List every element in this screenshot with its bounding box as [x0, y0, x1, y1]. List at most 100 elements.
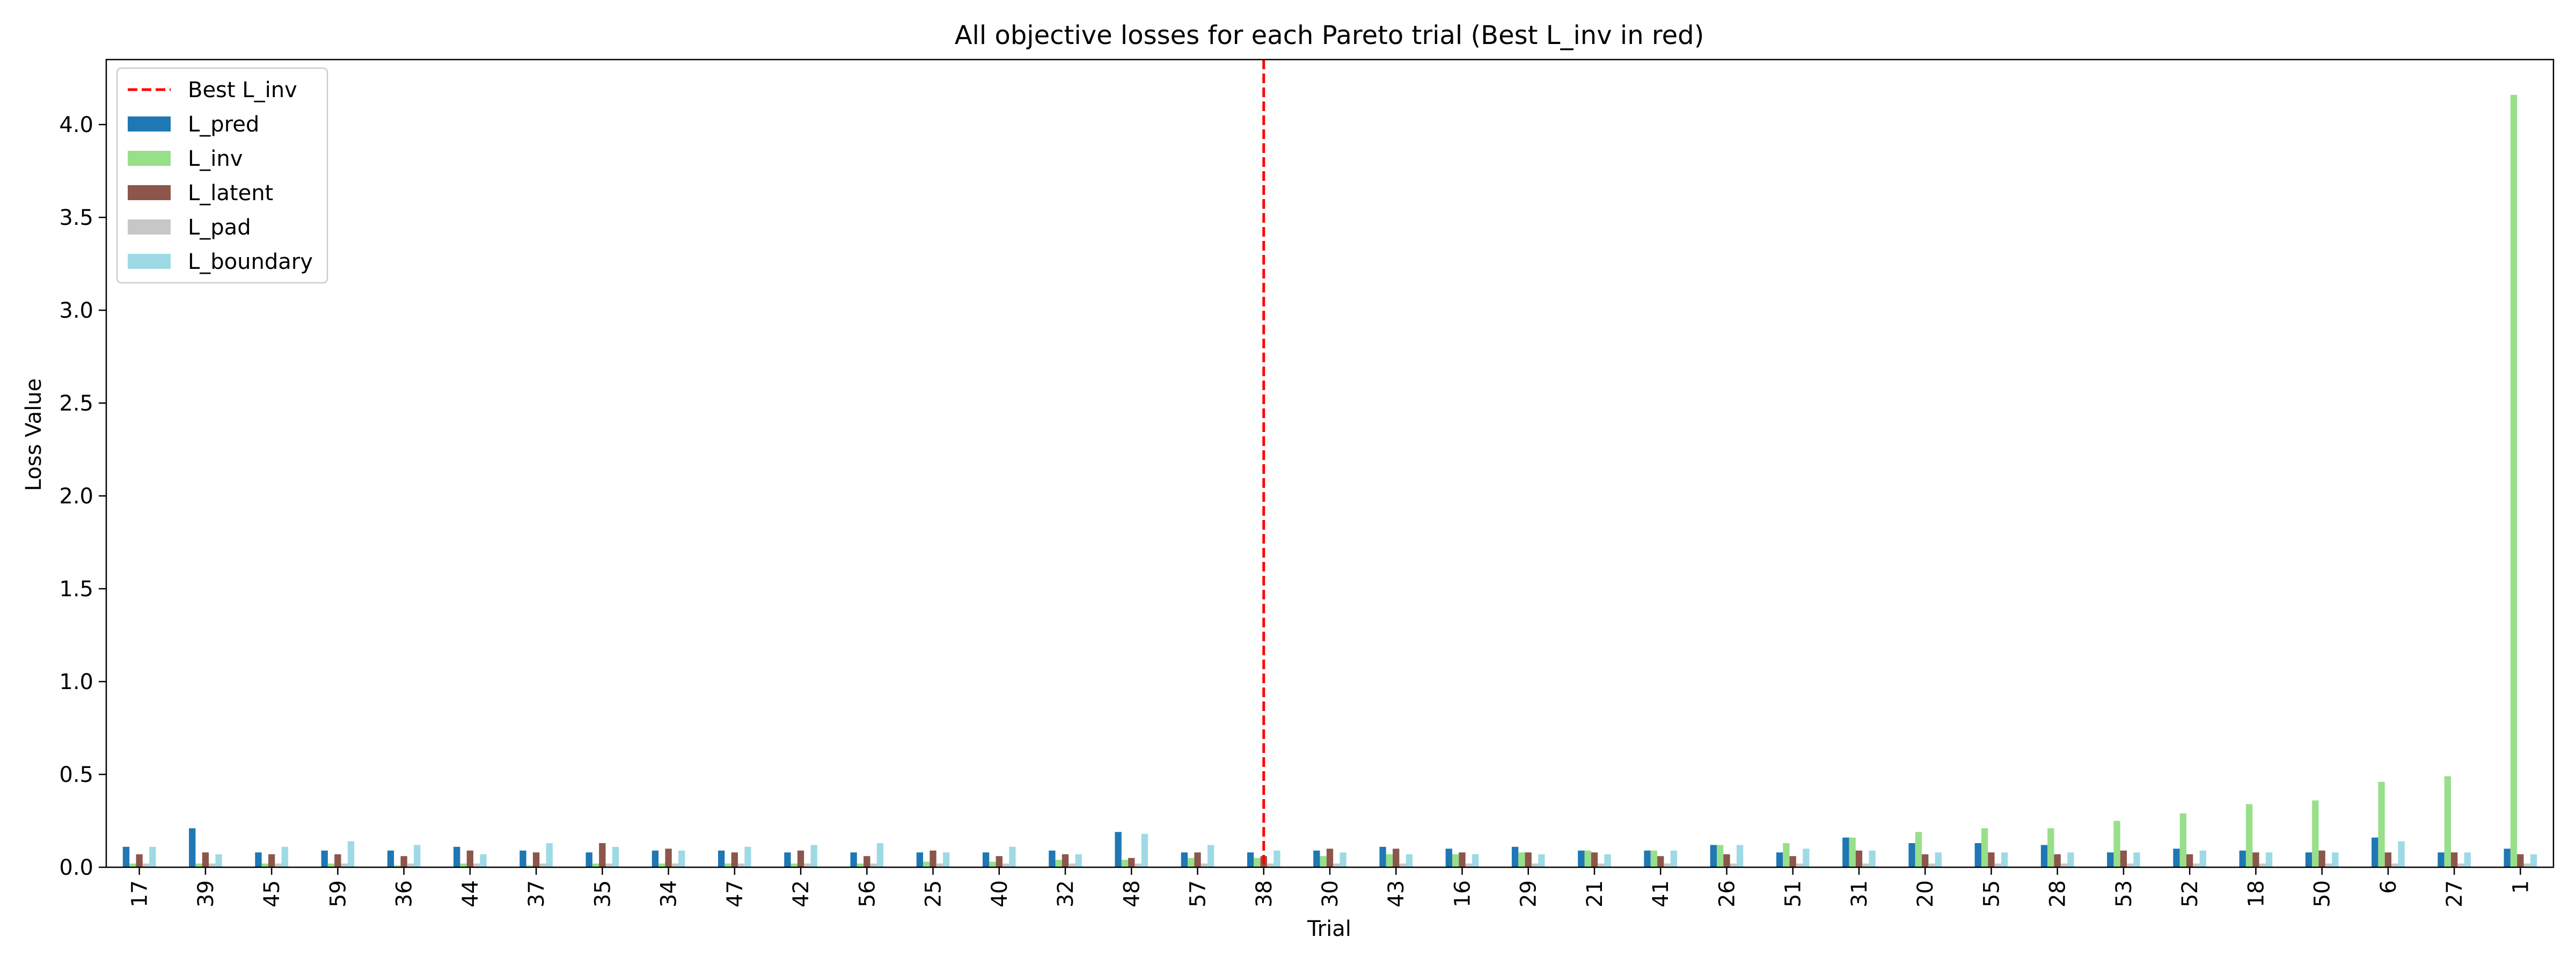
y-tick-label: 1.5 [59, 577, 93, 602]
x-tick-label: 52 [2178, 880, 2202, 908]
x-tick-label: 38 [1252, 880, 1277, 908]
bar-l-pred-trial-43 [1379, 846, 1386, 867]
x-tick-label: 36 [392, 880, 417, 908]
bar-l-pred-trial-35 [586, 852, 592, 867]
x-tick-label: 39 [194, 880, 218, 908]
bar-l-pred-trial-48 [1115, 832, 1122, 867]
bar-l-latent-trial-52 [2186, 854, 2193, 867]
bar-l-inv-trial-26 [1716, 845, 1724, 867]
y-tick-label: 2.5 [59, 391, 93, 416]
bar-l-pad-trial-39 [209, 863, 216, 867]
bar-l-inv-trial-55 [1981, 828, 1988, 867]
bar-l-pred-trial-37 [519, 850, 526, 867]
bar-l-pad-trial-41 [1664, 863, 1671, 867]
x-tick-label: 28 [2046, 880, 2070, 908]
bar-l-pred-trial-28 [2040, 845, 2048, 867]
bar-l-boundary-trial-34 [678, 850, 685, 867]
bar-l-latent-trial-36 [400, 856, 407, 867]
bar-l-latent-trial-29 [1525, 852, 1532, 867]
bar-l-pred-trial-53 [2107, 852, 2114, 867]
bar-l-inv-trial-6 [2378, 781, 2385, 867]
x-tick-label: 53 [2112, 880, 2136, 908]
bar-l-pred-trial-42 [784, 852, 791, 867]
bar-l-latent-trial-45 [268, 854, 275, 867]
bar-l-pad-trial-40 [1002, 863, 1009, 867]
x-tick-label: 16 [1450, 880, 1475, 908]
bar-l-latent-trial-32 [1062, 854, 1069, 867]
bar-l-pred-trial-27 [2438, 852, 2445, 867]
bar-l-pad-trial-28 [2060, 863, 2068, 867]
bar-l-boundary-trial-30 [1340, 852, 1346, 867]
bar-l-latent-trial-39 [202, 852, 209, 867]
bar-l-pred-trial-55 [1974, 843, 1981, 867]
bar-l-pred-trial-31 [1842, 837, 1849, 867]
x-tick-label: 57 [1186, 880, 1211, 908]
bar-l-latent-trial-21 [1591, 852, 1598, 867]
bar-l-pred-trial-20 [1908, 843, 1915, 867]
x-tick-label: 26 [1715, 880, 1739, 908]
bar-l-pad-trial-50 [2325, 863, 2332, 867]
bar-l-inv-trial-18 [2245, 804, 2253, 867]
bar-l-pad-trial-53 [2127, 863, 2134, 867]
bar-l-boundary-trial-16 [1472, 854, 1479, 867]
bar-l-pad-trial-21 [1598, 863, 1605, 867]
bar-l-boundary-trial-39 [215, 854, 222, 867]
bar-l-pred-trial-38 [1247, 852, 1254, 867]
bar-l-latent-trial-50 [2318, 850, 2325, 867]
bar-l-pred-trial-52 [2173, 848, 2180, 867]
bar-l-latent-trial-28 [2054, 854, 2061, 867]
bar-l-boundary-trial-18 [2265, 852, 2273, 867]
bar-l-inv-trial-45 [261, 863, 268, 867]
bar-l-boundary-trial-21 [1604, 854, 1611, 867]
bar-l-inv-trial-30 [1320, 856, 1327, 867]
bar-l-latent-trial-30 [1326, 848, 1334, 867]
bar-l-inv-trial-16 [1452, 854, 1459, 867]
bar-l-inv-trial-57 [1188, 858, 1195, 867]
bar-l-pad-trial-56 [870, 863, 877, 867]
bar-l-pad-trial-18 [2259, 863, 2266, 867]
x-tick-label: 31 [1847, 880, 1872, 908]
bar-l-pred-trial-41 [1644, 850, 1651, 867]
bar-l-boundary-trial-50 [2332, 852, 2339, 867]
bar-l-latent-trial-56 [863, 856, 870, 867]
bar-l-inv-trial-41 [1650, 850, 1658, 867]
bar-l-pad-trial-52 [2193, 863, 2200, 867]
bar-l-pred-trial-59 [321, 850, 328, 867]
bar-l-pad-trial-26 [1730, 863, 1737, 867]
bar-l-boundary-trial-45 [281, 846, 288, 867]
bar-l-pred-trial-17 [122, 846, 130, 867]
bar-l-latent-trial-57 [1194, 852, 1201, 867]
bars-group [122, 94, 2537, 868]
bar-l-pad-trial-57 [1201, 863, 1208, 867]
bar-l-pad-trial-48 [1135, 863, 1141, 867]
bar-l-pad-trial-35 [605, 863, 612, 867]
bar-l-inv-trial-52 [2179, 813, 2186, 867]
bar-l-inv-trial-17 [129, 863, 136, 867]
bar-l-pred-trial-45 [255, 852, 262, 867]
bar-l-pad-trial-37 [539, 863, 546, 867]
bar-l-inv-trial-56 [857, 863, 864, 867]
x-axis: 17 39 45 59 36 44 37 35 34 47 42 56 25 40 32 48 57 38 30 43… [128, 867, 2533, 908]
legend-swatch-l-inv [128, 151, 171, 166]
bar-l-inv-trial-32 [1055, 860, 1062, 867]
legend-swatch-l-boundary [128, 254, 171, 269]
bar-l-pred-trial-21 [1578, 850, 1585, 867]
x-tick-label: 40 [987, 880, 1012, 908]
y-axis: 0.0 0.5 1.0 1.5 2.0 2.5 3.0 3.5 4.0 [59, 113, 106, 880]
bar-l-pad-trial-16 [1465, 863, 1472, 867]
plot-frame [105, 58, 2555, 868]
bar-l-latent-trial-16 [1459, 852, 1466, 867]
bar-l-pad-trial-6 [2391, 863, 2398, 867]
bar-l-latent-trial-25 [930, 850, 936, 867]
bar-l-pad-trial-38 [1267, 863, 1274, 867]
y-axis-label: Loss Value [21, 378, 46, 491]
bar-l-pred-trial-18 [2239, 850, 2246, 867]
bar-l-inv-trial-35 [592, 863, 599, 867]
bar-l-inv-trial-20 [1915, 832, 1922, 867]
bar-l-inv-trial-48 [1121, 860, 1129, 867]
bar-l-boundary-trial-20 [1935, 852, 1942, 867]
bar-l-boundary-trial-41 [1670, 850, 1678, 867]
y-tick-label: 1.0 [59, 670, 93, 694]
bar-l-latent-trial-47 [731, 852, 738, 867]
bar-l-pad-trial-42 [804, 863, 811, 867]
